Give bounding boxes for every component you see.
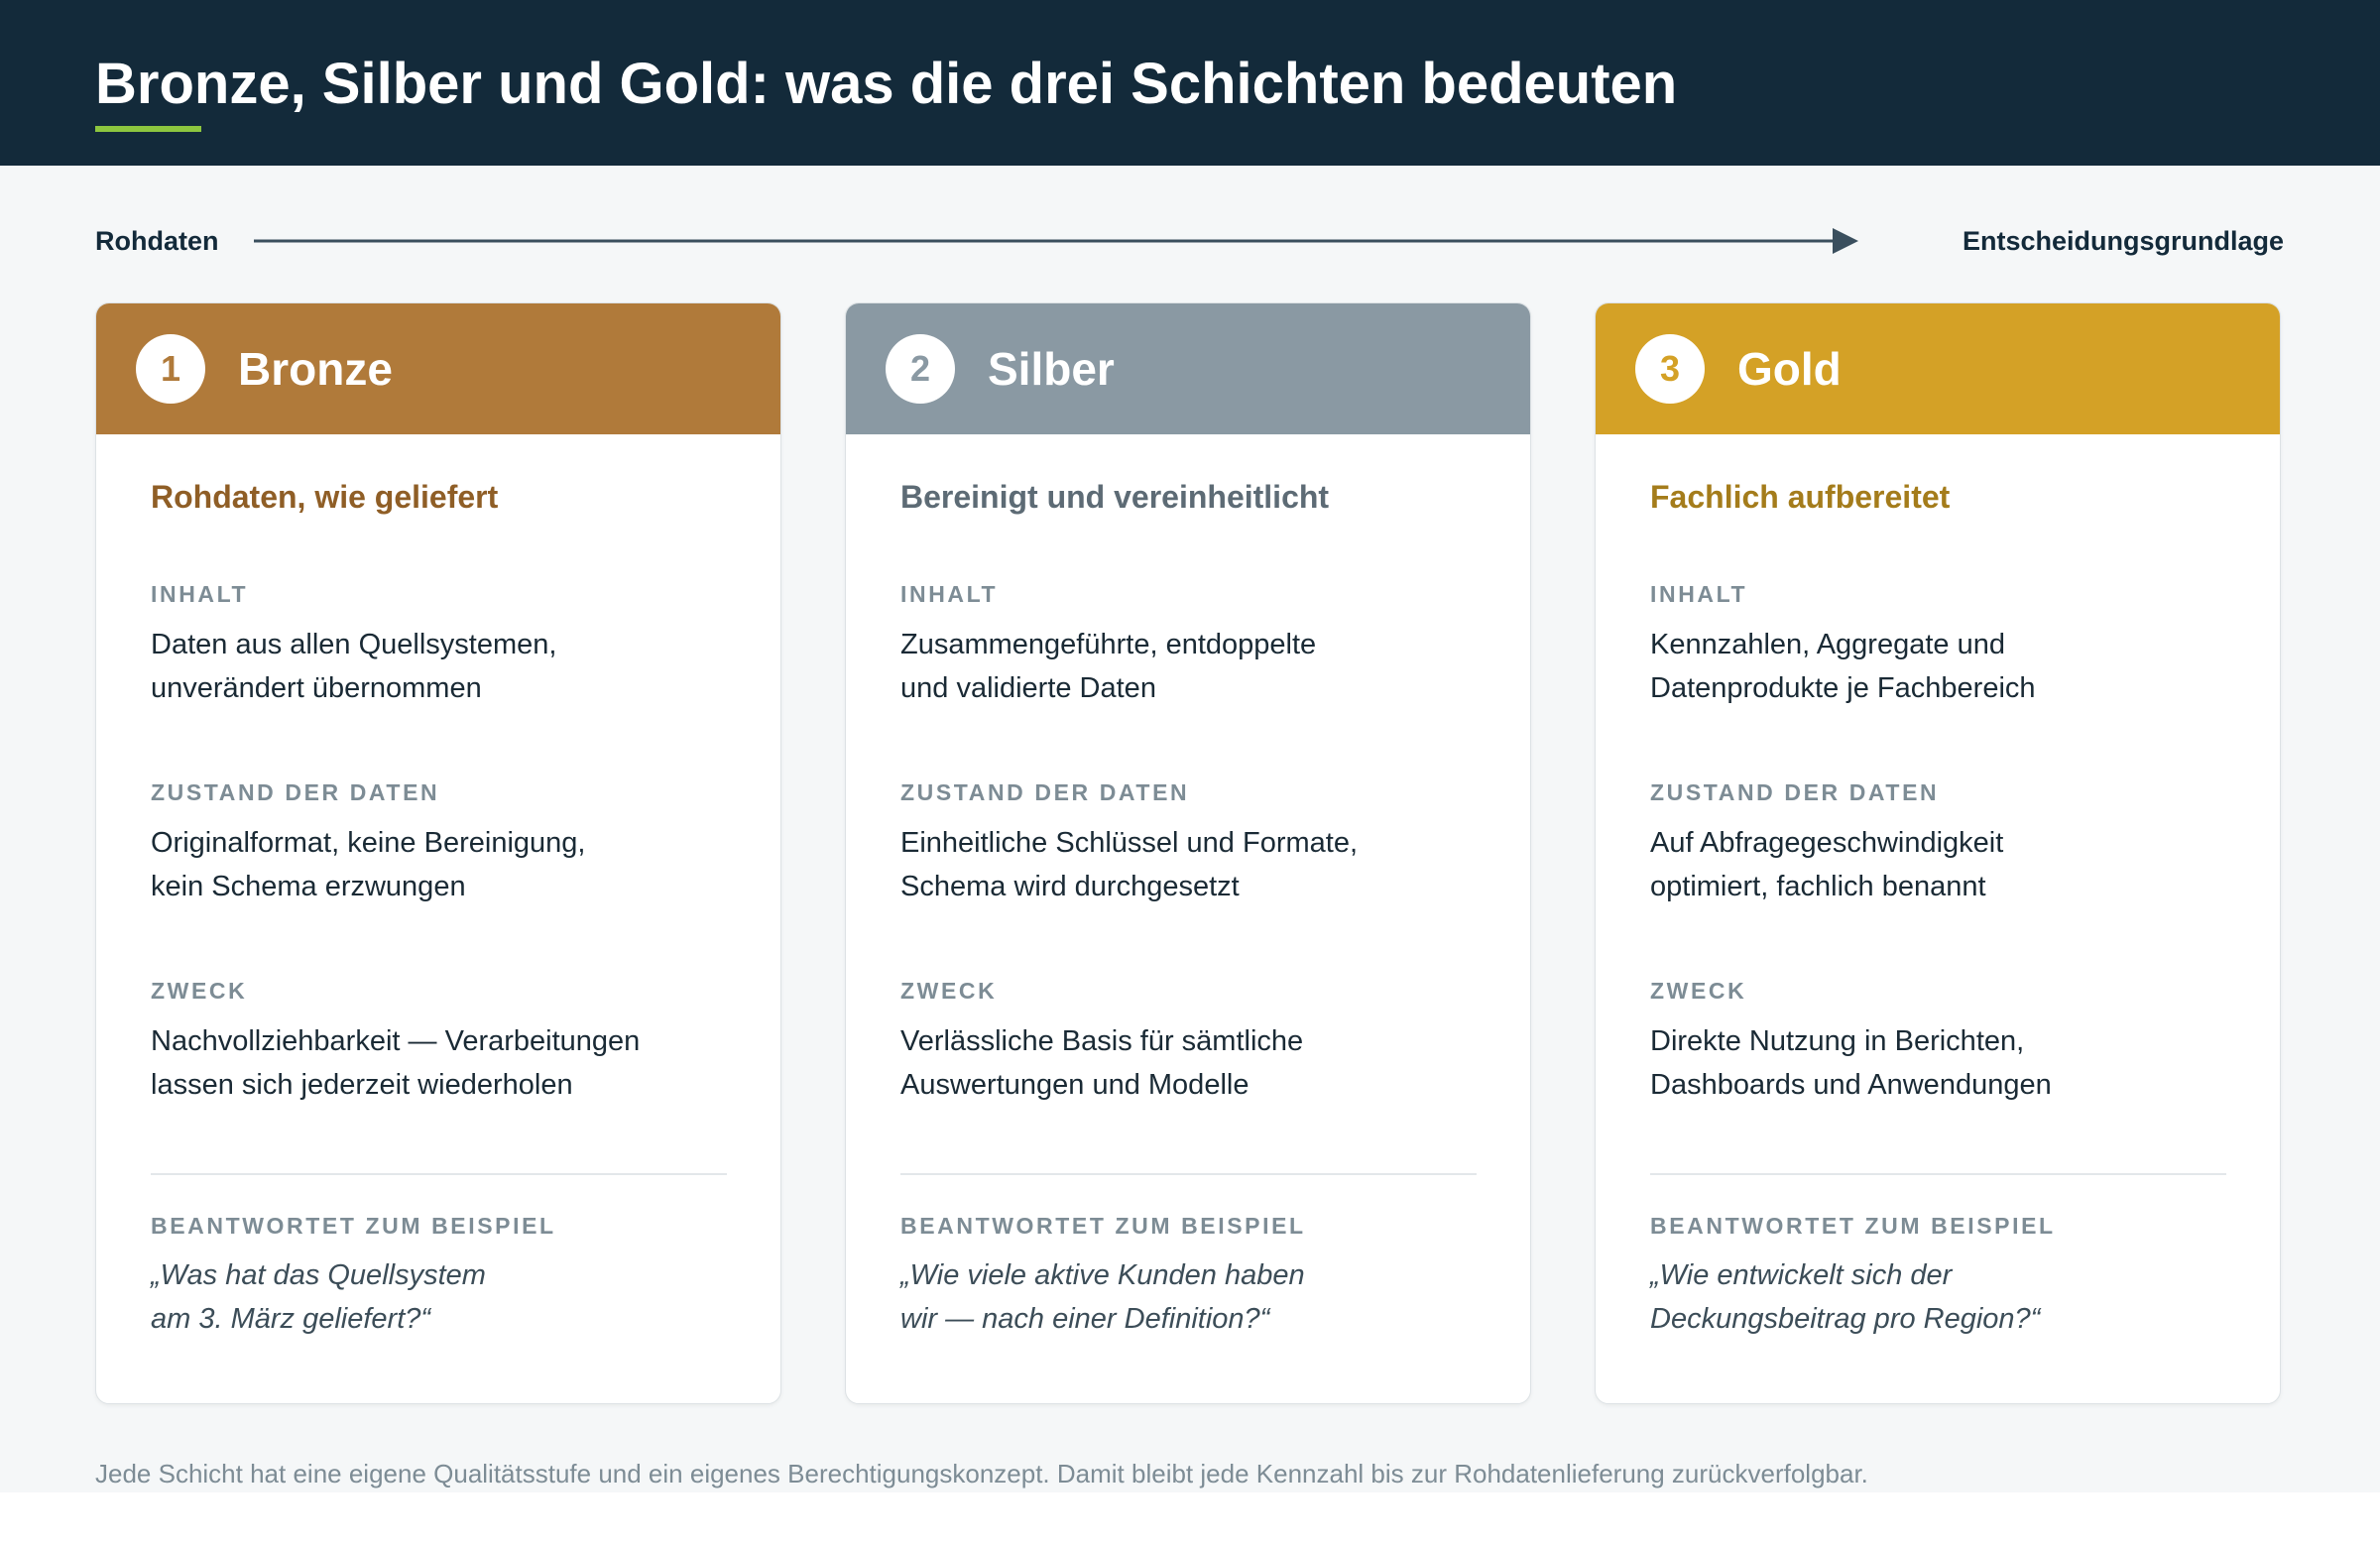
section-label: ZUSTAND DER DATEN — [1650, 779, 1940, 805]
layer-name: Bronze — [238, 343, 393, 395]
example-question: am 3. März geliefert?“ — [151, 1303, 431, 1335]
section-text: Dashboards und Anwendungen — [1650, 1069, 2052, 1101]
layer-card: 2 Silber Bereinigt und vereinheitlicht INHA… — [845, 302, 1531, 1404]
section-text: Nachvollziehbarkeit — Verarbeitungen — [151, 1025, 641, 1057]
layer-name: Gold — [1737, 343, 1842, 395]
divider — [900, 1173, 1477, 1175]
section-label: INHALT — [900, 581, 999, 607]
divider — [1650, 1173, 2226, 1175]
section-label: INHALT — [1650, 581, 1748, 607]
section-text: kein Schema erzwungen — [151, 871, 466, 902]
layer-number: 1 — [136, 334, 205, 404]
section-text: lassen sich jederzeit wiederholen — [151, 1069, 573, 1101]
layer-number: 2 — [886, 334, 955, 404]
card-header: 1 Bronze — [96, 303, 780, 434]
section-text: Direkte Nutzung in Berichten, — [1650, 1025, 2025, 1057]
example-question: wir — nach einer Definition?“ — [900, 1303, 1270, 1335]
section-text: Datenprodukte je Fachbereich — [1650, 672, 2036, 704]
section-text: Zusammengeführte, entdoppelte — [900, 629, 1317, 660]
section-text: Schema wird durchgesetzt — [900, 871, 1240, 902]
layer-card: 1 Bronze Rohdaten, wie geliefert INHALT Date… — [95, 302, 781, 1404]
flow-start: Rohdaten — [95, 226, 219, 256]
example-question: „Wie entwickelt sich der — [1650, 1259, 1953, 1291]
section-text: Kennzahlen, Aggregate und — [1650, 629, 2005, 660]
section-label: ZWECK — [1650, 978, 1747, 1004]
divider — [151, 1173, 727, 1175]
example-question: „Was hat das Quellsystem — [151, 1259, 486, 1291]
flow-end: Entscheidungsgrundlage — [1962, 226, 2284, 256]
example-question: Deckungsbeitrag pro Region?“ — [1650, 1303, 2041, 1335]
example-label: BEANTWORTET ZUM BEISPIEL — [1650, 1213, 2056, 1239]
card-header: 2 Silber — [846, 303, 1530, 434]
section-text: Einheitliche Schlüssel und Formate, — [900, 827, 1359, 859]
layer-subtitle: Fachlich aufbereitet — [1650, 479, 1951, 515]
page-title: Bronze, Silber und Gold: was die drei Sc… — [95, 52, 1678, 116]
section-text: Auf Abfragegeschwindigkeit — [1650, 827, 2004, 859]
section-label: ZWECK — [151, 978, 248, 1004]
section-text: unverändert übernommen — [151, 672, 482, 704]
card-header: 3 Gold — [1596, 303, 2280, 434]
section-label: ZUSTAND DER DATEN — [900, 779, 1190, 805]
example-label: BEANTWORTET ZUM BEISPIEL — [151, 1213, 556, 1239]
layer-name: Silber — [988, 343, 1115, 395]
example-label: BEANTWORTET ZUM BEISPIEL — [900, 1213, 1306, 1239]
section-text: optimiert, fachlich benannt — [1650, 871, 1986, 902]
layer-card: 3 Gold Fachlich aufbereitet INHALT Kennzahle… — [1595, 302, 2281, 1404]
section-text: Verlässliche Basis für sämtliche — [900, 1025, 1304, 1057]
section-text: Daten aus allen Quellsystemen, — [151, 629, 557, 660]
example-question: „Wie viele aktive Kunden haben — [900, 1259, 1305, 1291]
flow-arrow — [254, 228, 1858, 254]
layer-number: 3 — [1635, 334, 1705, 404]
section-text: Originalformat, keine Bereinigung, — [151, 827, 586, 859]
section-text: und validierte Daten — [900, 672, 1156, 704]
section-label: ZWECK — [900, 978, 998, 1004]
footer-note: Jede Schicht hat eine eigene Qualitätsst… — [95, 1459, 1868, 1488]
layer-subtitle: Rohdaten, wie geliefert — [151, 479, 499, 515]
layer-subtitle: Bereinigt und vereinheitlicht — [900, 479, 1330, 515]
section-label: ZUSTAND DER DATEN — [151, 779, 440, 805]
section-label: INHALT — [151, 581, 249, 607]
header: Bronze, Silber und Gold: was die drei Sc… — [0, 0, 2380, 166]
title-underline — [95, 126, 201, 132]
section-text: Auswertungen und Modelle — [900, 1069, 1250, 1101]
